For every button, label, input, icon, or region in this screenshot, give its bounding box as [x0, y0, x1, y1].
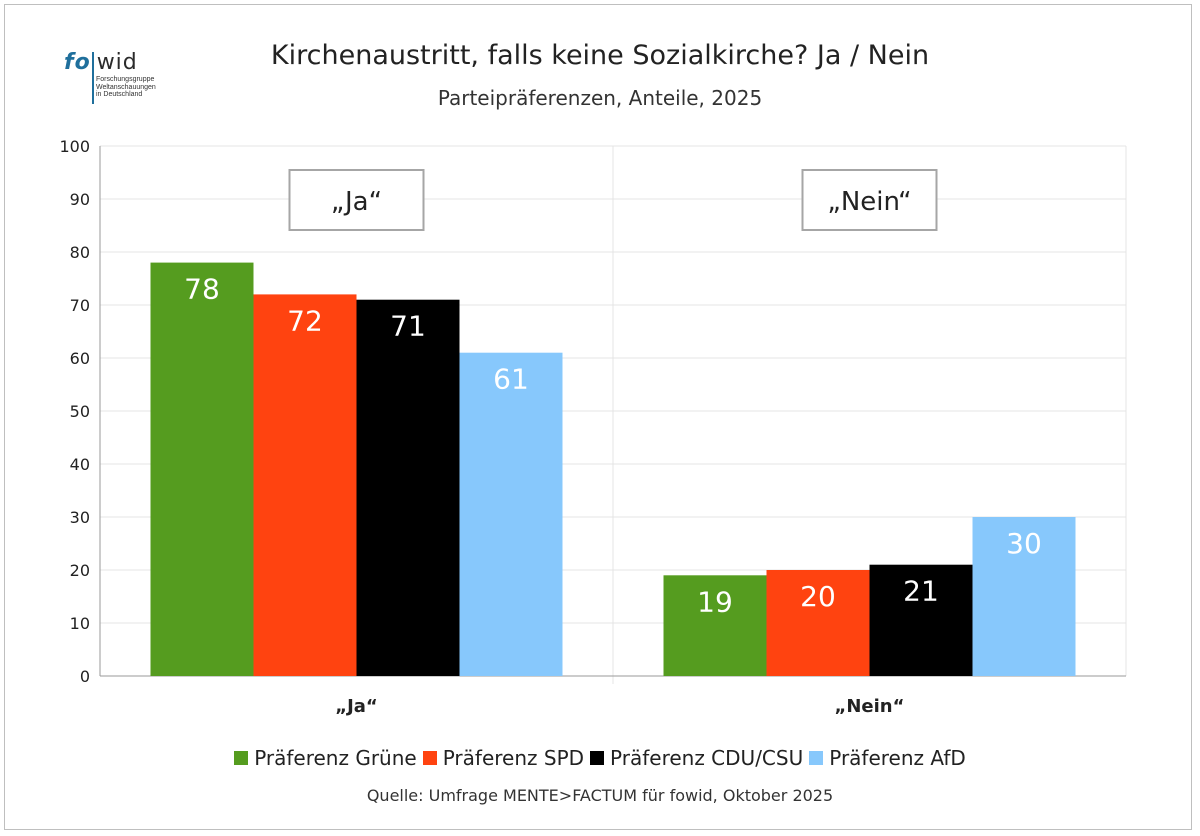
data-label: 61: [493, 363, 529, 396]
x-tick-label: „Nein“: [835, 696, 905, 717]
bar: [766, 570, 870, 676]
y-tick-label: 0: [80, 667, 90, 686]
data-label: 30: [1006, 527, 1042, 560]
bar: [459, 352, 563, 676]
legend-swatch: [809, 751, 824, 765]
chart-subtitle: Parteipräferenzen, Anteile, 2025: [437, 86, 763, 110]
y-tick-label: 60: [70, 349, 90, 368]
logo-divider: [92, 52, 94, 104]
legend-item: Präferenz SPD: [422, 746, 585, 770]
y-tick-label: 50: [70, 402, 90, 421]
legend: Präferenz Grüne Präferenz SPD Präferenz CD…: [0, 746, 1200, 770]
legend-label: Präferenz SPD: [442, 746, 585, 770]
category-annotation-text: „Nein“: [827, 187, 911, 217]
data-label: 21: [903, 575, 939, 608]
category-annotation-text: „Ja“: [331, 187, 382, 217]
legend-label: Präferenz CDU/CSU: [610, 746, 804, 770]
data-label: 78: [184, 273, 220, 306]
legend-item: Präferenz CDU/CSU: [590, 746, 803, 770]
category-annotation-box: [801, 169, 938, 231]
logo-wordmark: fo wid: [64, 50, 138, 75]
y-tick-label: 30: [70, 508, 90, 527]
x-tick-label: „Ja“: [335, 696, 378, 717]
y-tick-label: 20: [70, 561, 90, 580]
data-label: 19: [697, 585, 733, 618]
y-tick-label: 10: [70, 614, 90, 633]
legend-swatch: [234, 751, 249, 765]
legend-label: Präferenz AfD: [829, 746, 966, 770]
y-tick-label: 80: [70, 243, 90, 262]
logo-subtext: Forschungsgruppe Weltanschauungen in Deu…: [96, 76, 156, 98]
bar: [972, 517, 1076, 676]
data-label: 72: [287, 304, 323, 337]
legend-label: Präferenz Grüne: [254, 746, 417, 770]
legend-item: Präferenz Grüne: [234, 746, 417, 770]
bar: [253, 294, 357, 676]
y-tick-label: 90: [70, 190, 90, 209]
legend-swatch: [590, 751, 605, 765]
chart-title: Kirchenaustritt, falls keine Sozialkirch…: [270, 40, 930, 71]
data-label: 71: [390, 310, 426, 343]
legend-swatch: [422, 751, 437, 765]
bar: [869, 564, 973, 676]
data-label: 20: [800, 580, 836, 613]
bar: [356, 299, 460, 676]
category-annotation-box: [288, 169, 425, 231]
bar: [150, 262, 254, 676]
fowid-logo: fo wid Forschungsgruppe Weltanschauungen …: [64, 50, 174, 110]
y-tick-label: 100: [59, 137, 90, 156]
y-tick-label: 40: [70, 455, 90, 474]
bar: [663, 575, 767, 676]
source-note: Quelle: Umfrage MENTE>FACTUM für fowid, …: [366, 786, 834, 805]
y-tick-label: 70: [70, 296, 90, 315]
legend-item: Präferenz AfD: [809, 746, 966, 770]
